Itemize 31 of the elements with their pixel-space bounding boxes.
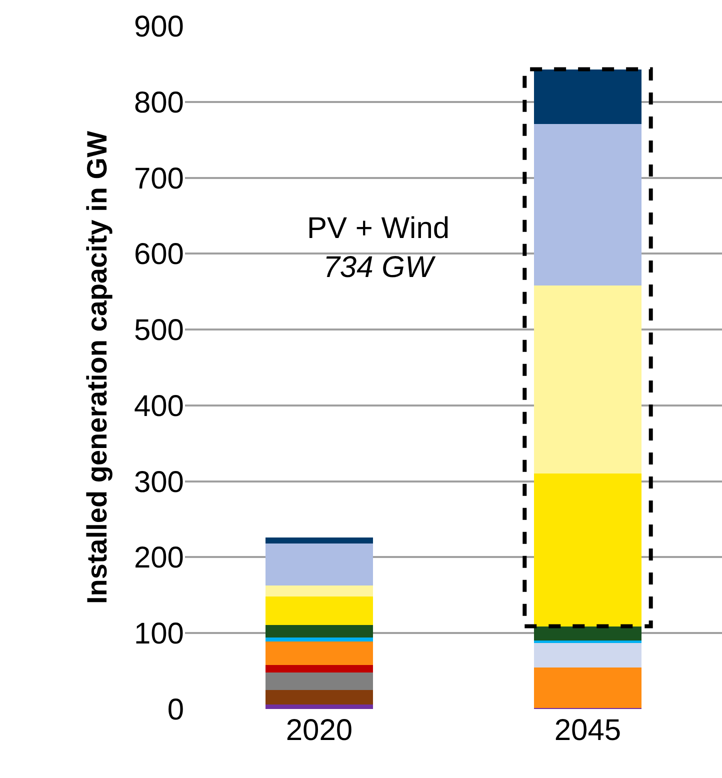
y-tick-label: 600 bbox=[134, 238, 184, 272]
y-tick-label: 800 bbox=[134, 86, 184, 120]
bar bbox=[266, 585, 373, 597]
y-tick-label: 200 bbox=[134, 542, 184, 575]
y-tick-label: 400 bbox=[134, 390, 184, 423]
x-tick-label: 2020 bbox=[286, 714, 353, 747]
bar bbox=[266, 664, 373, 673]
y-tick-label: 0 bbox=[167, 694, 184, 726]
bar bbox=[266, 690, 373, 704]
y-tick-label: 500 bbox=[134, 314, 184, 348]
bar bbox=[266, 596, 373, 625]
y-axis-title: Installed generation capacity in GW bbox=[82, 130, 113, 604]
y-tick-label: 700 bbox=[134, 162, 184, 196]
annotation: PV + Wind 734 GW bbox=[307, 212, 450, 284]
x-tick-label: 2045 bbox=[554, 714, 622, 747]
bar bbox=[266, 704, 373, 709]
bar bbox=[534, 642, 642, 668]
bar bbox=[266, 544, 373, 586]
bar bbox=[534, 124, 642, 286]
bar bbox=[266, 638, 373, 642]
y-tick-label: 300 bbox=[134, 466, 184, 499]
y-tick-label: 900 bbox=[134, 10, 184, 44]
bar bbox=[266, 641, 373, 665]
bar bbox=[266, 537, 373, 544]
bar bbox=[534, 474, 642, 626]
bar bbox=[534, 626, 642, 641]
y-tick-label: 100 bbox=[134, 618, 184, 651]
bar bbox=[534, 69, 642, 124]
bar bbox=[266, 672, 373, 690]
bar bbox=[266, 624, 373, 638]
bar bbox=[534, 667, 642, 708]
